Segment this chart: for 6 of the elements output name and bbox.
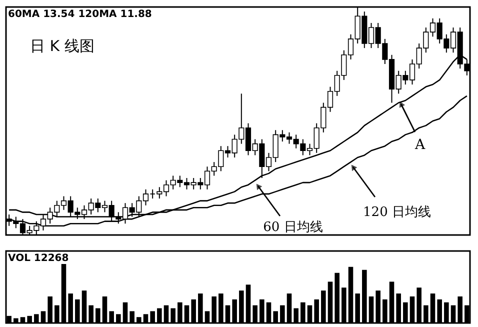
- annotation: 60 日均线: [263, 220, 323, 235]
- text: 日 K 线图: [30, 37, 94, 55]
- annotation: 60MA 13.54 120MA 11.88: [8, 9, 152, 20]
- annotation: A: [414, 137, 426, 153]
- annotation: 120 日均线: [363, 205, 431, 220]
- text: VOL 12268: [8, 253, 69, 264]
